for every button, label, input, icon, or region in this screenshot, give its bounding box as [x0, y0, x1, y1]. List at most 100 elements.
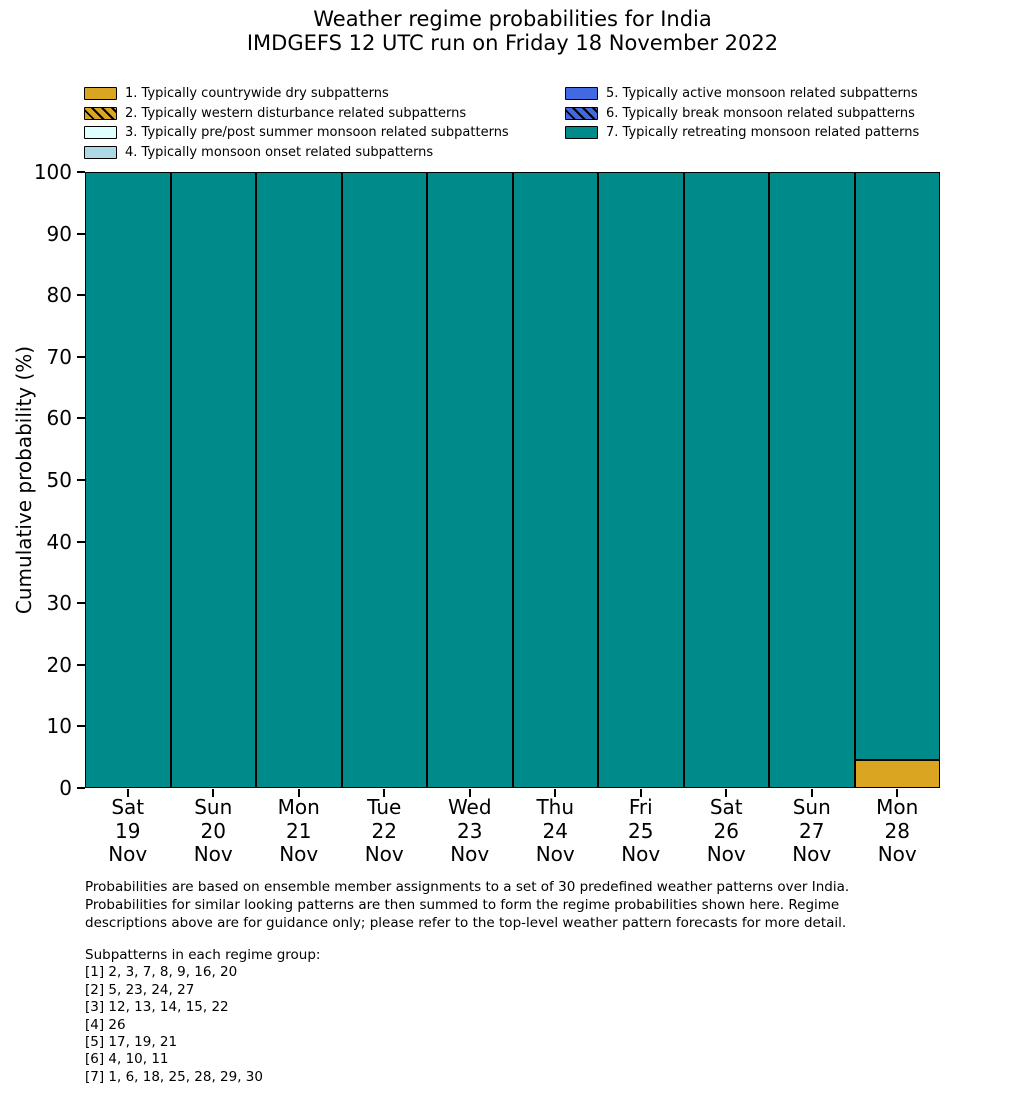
chart-title: Weather regime probabilities for India [313, 7, 712, 31]
subpattern-line: [5] 17, 19, 21 [85, 1034, 178, 1051]
y-tick-mark [77, 417, 85, 420]
y-tick-mark [77, 232, 85, 235]
x-tick-label: Mon 21 Nov [277, 795, 320, 866]
y-tick-mark [77, 725, 85, 728]
bar-sat-26 [683, 172, 769, 788]
legend-swatch-5 [565, 87, 598, 101]
x-tick-mark [468, 789, 471, 797]
y-tick-mark [77, 355, 85, 358]
legend-item-7: 7. Typically retreating monsoon related … [565, 125, 920, 141]
bar-segment-regime-7 [683, 172, 769, 788]
legend-label-2: 2. Typically western disturbance related… [125, 105, 467, 121]
y-tick-label: 30 [46, 591, 72, 616]
bar-mon-28 [854, 172, 940, 788]
subpattern-line: [3] 12, 13, 14, 15, 22 [85, 999, 229, 1016]
legend-column-right: 5. Typically active monsoon related subp… [565, 86, 920, 141]
bar-sun-27 [769, 172, 855, 788]
legend-item-5: 5. Typically active monsoon related subp… [565, 86, 919, 102]
bar-fri-25 [598, 172, 684, 788]
bar-wed-23 [427, 172, 513, 788]
y-tick-mark [77, 663, 85, 666]
y-tick-label: 60 [46, 406, 72, 431]
legend-item-4: 4. Typically monsoon onset related subpa… [84, 144, 509, 160]
bar-sun-20 [170, 172, 256, 788]
x-tick-mark [554, 789, 557, 797]
legend-item-1: 1. Typically countrywide dry subpatterns [84, 86, 509, 102]
x-tick-mark [297, 789, 300, 797]
y-tick-label: 70 [46, 344, 72, 369]
x-tick-mark [212, 789, 215, 797]
legend-label-5: 5. Typically active monsoon related subp… [606, 86, 918, 102]
x-tick-label: Sun 27 Nov [792, 795, 832, 866]
subpattern-line: [7] 1, 6, 18, 25, 28, 29, 30 [85, 1068, 263, 1085]
legend-swatch-3 [84, 126, 117, 140]
x-tick-mark [383, 789, 386, 797]
x-tick-label: Fri 25 Nov [621, 795, 661, 866]
bar-sat-19 [85, 172, 171, 788]
bar-segment-regime-7 [854, 172, 940, 761]
bar-segment-regime-1 [854, 760, 940, 788]
y-tick-label: 100 [33, 160, 72, 184]
subpatterns-list: [1] 2, 3, 7, 8, 9, 16, 20 [2] 5, 23, 24, … [85, 964, 320, 1086]
legend-label-6: 6. Typically break monsoon related subpa… [606, 105, 915, 121]
legend-column-left: 1. Typically countrywide dry subpatterns… [84, 86, 509, 160]
legend-item-6: 6. Typically break monsoon related subpa… [565, 105, 919, 121]
x-tick-label: Mon 28 Nov [876, 795, 919, 866]
x-tick-mark [639, 789, 642, 797]
y-tick-mark [77, 540, 85, 543]
x-tick-label: Tue 22 Nov [364, 795, 404, 866]
legend-swatch-4 [84, 145, 117, 159]
y-tick-label: 20 [46, 652, 72, 677]
legend-label-3: 3. Typically pre/post summer monsoon rel… [125, 125, 509, 141]
bar-thu-24 [512, 172, 598, 788]
legend-item-3: 3. Typically pre/post summer monsoon rel… [84, 125, 509, 141]
y-tick-label: 40 [46, 529, 72, 554]
bar-tue-22 [341, 172, 427, 788]
x-tick-mark [126, 789, 129, 797]
chart-subtitle: IMDGEFS 12 UTC run on Friday 18 November… [246, 31, 779, 55]
bar-segment-regime-7 [427, 172, 513, 788]
bar-segment-regime-7 [256, 172, 342, 788]
subpattern-line: [6] 4, 10, 11 [85, 1051, 169, 1068]
x-tick-label: Sun 20 Nov [193, 795, 233, 866]
y-tick-label: 90 [46, 221, 72, 246]
y-tick-mark [77, 171, 85, 173]
y-tick-label: 10 [46, 714, 72, 739]
legend-swatch-6 [565, 106, 598, 120]
x-tick-mark [725, 789, 728, 797]
legend-label-4: 4. Typically monsoon onset related subpa… [125, 144, 434, 160]
bar-segment-regime-7 [341, 172, 427, 788]
x-tick-mark [810, 789, 813, 797]
bar-segment-regime-7 [170, 172, 256, 788]
plot-area [85, 172, 940, 788]
bar-segment-regime-7 [85, 172, 171, 788]
y-tick-label: 0 [59, 776, 72, 800]
subpattern-line: [1] 2, 3, 7, 8, 9, 16, 20 [85, 964, 238, 981]
legend-swatch-1 [84, 87, 117, 101]
legend-item-2: 2. Typically western disturbance related… [84, 105, 509, 121]
bar-segment-regime-7 [769, 172, 855, 788]
legend-label-1: 1. Typically countrywide dry subpatterns [125, 86, 389, 102]
legend-swatch-7 [565, 126, 598, 140]
y-tick-label: 50 [46, 468, 72, 492]
subpattern-line: [2] 5, 23, 24, 27 [85, 981, 195, 998]
x-tick-label: Sat 26 Nov [706, 795, 746, 866]
subpatterns-note: Subpatterns in each regime group: [1] 2,… [85, 947, 320, 1086]
subpattern-line: [4] 26 [85, 1016, 126, 1033]
x-tick-label: Sat 19 Nov [108, 795, 148, 866]
bar-segment-regime-7 [598, 172, 684, 788]
y-tick-mark [77, 787, 85, 789]
legend-label-7: 7. Typically retreating monsoon related … [606, 125, 920, 141]
x-tick-label: Wed 23 Nov [447, 795, 492, 866]
footnote-text: Probabilities are based on ensemble memb… [85, 879, 850, 932]
y-tick-label: 80 [46, 283, 72, 308]
subpatterns-heading: Subpatterns in each regime group: [85, 947, 321, 963]
y-tick-mark [77, 602, 85, 605]
y-tick-mark [77, 294, 85, 297]
x-tick-label: Thu 24 Nov [535, 795, 575, 866]
bar-mon-21 [256, 172, 342, 788]
bar-segment-regime-7 [512, 172, 598, 788]
x-tick-mark [896, 789, 899, 797]
legend-swatch-2 [84, 106, 117, 120]
